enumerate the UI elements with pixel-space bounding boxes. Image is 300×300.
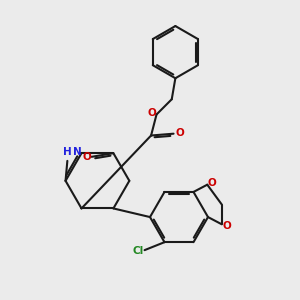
Text: O: O: [223, 221, 231, 231]
Text: N: N: [74, 148, 82, 158]
Text: Cl: Cl: [132, 246, 144, 256]
Text: O: O: [82, 152, 91, 162]
Text: O: O: [208, 178, 217, 188]
Text: O: O: [176, 128, 184, 138]
Text: H: H: [63, 148, 71, 158]
Text: O: O: [148, 108, 157, 118]
